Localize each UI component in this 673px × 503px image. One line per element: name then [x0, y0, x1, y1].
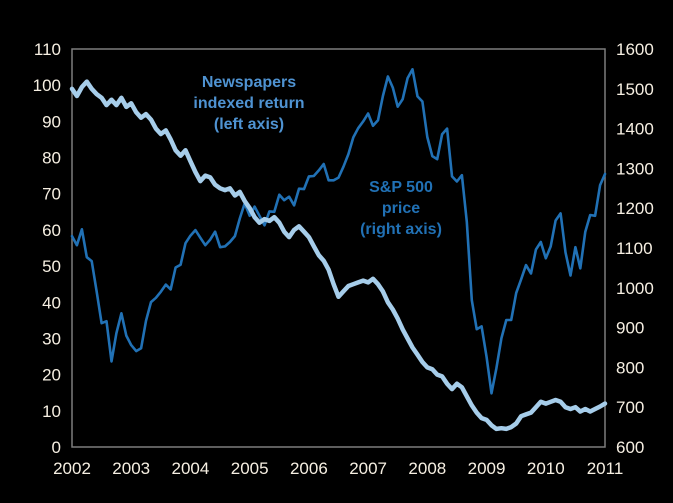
tick-label: 100 — [33, 76, 61, 95]
tick-label: 2010 — [527, 459, 565, 478]
tick-label: 900 — [616, 319, 644, 338]
tick-label: 2002 — [53, 459, 91, 478]
tick-label: 2005 — [231, 459, 269, 478]
tick-label: 600 — [616, 438, 644, 457]
tick-label: 10 — [42, 402, 61, 421]
tick-label: 2006 — [290, 459, 328, 478]
tick-label: 2011 — [587, 459, 624, 478]
tick-label: 1100 — [616, 239, 653, 258]
tick-label: 50 — [42, 257, 61, 276]
tick-label: 2008 — [408, 459, 446, 478]
tick-label: 1600 — [616, 40, 654, 59]
x-axis-ticks: 2002 2003 2004 2005 2006 2007 2008 2009 2010 2011 — [53, 459, 623, 478]
tick-label: 110 — [34, 40, 61, 59]
tick-label: 60 — [42, 221, 61, 240]
tick-label: 40 — [42, 293, 61, 312]
tick-label: 80 — [42, 149, 61, 168]
tick-label: 20 — [42, 366, 61, 385]
tick-label: 2004 — [172, 459, 210, 478]
tick-label: 1400 — [616, 120, 654, 139]
tick-label: 1500 — [616, 80, 654, 99]
tick-label: 700 — [616, 398, 644, 417]
tick-label: 1000 — [616, 279, 654, 298]
tick-label: 0 — [52, 438, 61, 457]
sp500-line — [70, 68, 607, 395]
tick-label: 2007 — [349, 459, 387, 478]
tick-label: 90 — [42, 112, 61, 131]
tick-label: 2003 — [112, 459, 150, 478]
tick-label: 70 — [42, 185, 61, 204]
tick-label: 2009 — [468, 459, 506, 478]
tick-label: 800 — [616, 358, 644, 377]
tick-label: 1200 — [616, 199, 654, 218]
newspapers-line — [69, 79, 608, 432]
tick-label: 1300 — [616, 159, 654, 178]
plot-border — [71, 48, 606, 448]
tick-label: 30 — [42, 329, 61, 348]
right-axis-ticks: 600 700 800 900 1000 1100 1200 1300 1400 1500 1600 — [616, 40, 654, 457]
left-axis-ticks: 0 10 20 30 40 50 60 70 80 90 100 110 — [33, 40, 61, 457]
